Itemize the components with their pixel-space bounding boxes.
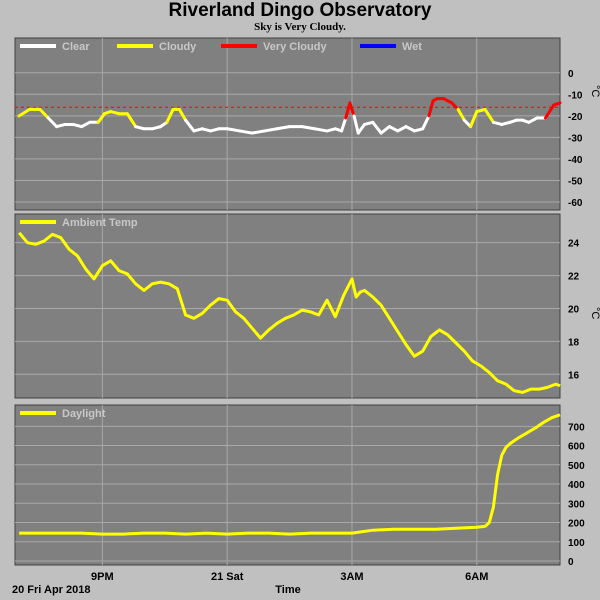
y-axis-unit: °C bbox=[589, 85, 600, 97]
y-tick-label: 24 bbox=[568, 239, 580, 250]
sky-series-segment bbox=[17, 107, 32, 118]
sky-series-segment bbox=[421, 114, 431, 131]
sky-series-segment bbox=[96, 112, 106, 124]
sky-series-segment bbox=[125, 112, 138, 129]
sky-series-segment bbox=[483, 107, 495, 124]
sky-series-segment bbox=[165, 107, 175, 124]
legend-label: Very Cloudy bbox=[263, 41, 327, 53]
sky-series-segment bbox=[442, 97, 454, 105]
sky-series-segment bbox=[543, 103, 556, 120]
sky-series-segment bbox=[275, 125, 292, 131]
y-tick-label: 0 bbox=[568, 69, 574, 80]
legend-label: Ambient Temp bbox=[62, 217, 138, 229]
y-tick-label: -20 bbox=[568, 112, 583, 123]
sky-status-subtitle: Sky is Very Cloudy. bbox=[254, 21, 346, 33]
y-tick-label: 400 bbox=[568, 480, 585, 491]
x-axis-title: Time bbox=[275, 584, 300, 596]
sky-series-segment bbox=[371, 120, 383, 135]
y-tick-label: 300 bbox=[568, 499, 585, 510]
y-tick-label: 600 bbox=[568, 442, 585, 453]
panel-daylight: 700 600 500 400 300 200 100 0 Daylight bbox=[14, 404, 585, 568]
sky-series-segment bbox=[300, 125, 317, 131]
panel-sky: 0 -10 -20 -30 -40 -50 -60 °C Clear Cloudy Very Clo… bbox=[14, 37, 600, 211]
sky-series-segment bbox=[80, 120, 92, 129]
x-tick-label: 21 Sat bbox=[211, 571, 244, 583]
sky-series-segment bbox=[184, 118, 196, 133]
y-tick-label: 20 bbox=[568, 304, 580, 315]
plot-area bbox=[14, 404, 561, 566]
x-tick-label: 9PM bbox=[91, 571, 114, 583]
series-line-daylight bbox=[19, 413, 561, 536]
sky-series-segment bbox=[404, 125, 416, 133]
legend-label: Wet bbox=[402, 41, 422, 53]
x-tick-label: 6AM bbox=[465, 571, 488, 583]
sky-series-segment bbox=[177, 107, 188, 122]
sky-series-segment bbox=[340, 116, 348, 133]
sky-series-segment bbox=[238, 129, 254, 135]
chart-title: Riverland Dingo Observatory bbox=[168, 0, 432, 21]
x-axis-date-label: 20 Fri Apr 2018 bbox=[12, 584, 90, 596]
y-tick-label: -40 bbox=[568, 155, 583, 166]
sky-series-segment bbox=[313, 127, 329, 133]
series-line-ambient bbox=[18, 231, 561, 394]
x-tick-label: 3AM bbox=[340, 571, 363, 583]
legend: Daylight bbox=[20, 408, 106, 420]
sky-series-segment bbox=[427, 99, 435, 118]
plot-area bbox=[14, 37, 561, 211]
y-tick-label: 100 bbox=[568, 538, 585, 549]
sky-series-segment bbox=[46, 116, 59, 129]
sky-series-segment bbox=[396, 125, 408, 133]
sky-series-segment bbox=[263, 127, 279, 133]
sky-series-segment bbox=[456, 107, 466, 122]
sky-series-segment bbox=[250, 129, 267, 135]
plot-area bbox=[14, 213, 561, 399]
sky-series-segment bbox=[387, 125, 400, 133]
y-tick-label: -10 bbox=[568, 90, 583, 101]
y-tick-label: -60 bbox=[568, 198, 583, 209]
chart-panels: 0 -10 -20 -30 -40 -50 -60 °C Clear Cloudy Very Clo… bbox=[14, 37, 600, 583]
sky-series-segment bbox=[348, 101, 356, 118]
y-tick-label: 200 bbox=[568, 519, 585, 530]
sky-series-segment bbox=[352, 114, 360, 135]
legend: Ambient Temp bbox=[20, 217, 138, 229]
y-tick-label: 500 bbox=[568, 461, 585, 472]
y-tick-label: -50 bbox=[568, 176, 583, 187]
y-tick-label: 22 bbox=[568, 272, 580, 283]
sky-series-segment bbox=[356, 122, 366, 135]
y-axis-unit: °C bbox=[589, 307, 600, 319]
y-tick-label: 16 bbox=[568, 370, 580, 381]
y-tick-label: 700 bbox=[568, 422, 585, 433]
sky-series-segment bbox=[527, 116, 539, 124]
legend-label: Cloudy bbox=[159, 41, 197, 53]
sky-series-segment bbox=[552, 101, 562, 107]
legend: Clear Cloudy Very Cloudy Wet bbox=[20, 41, 422, 53]
y-tick-label: -30 bbox=[568, 133, 583, 144]
y-tick-label: 0 bbox=[568, 557, 574, 568]
legend-label: Daylight bbox=[62, 408, 106, 420]
legend-label: Clear bbox=[62, 41, 90, 53]
y-tick-label: 18 bbox=[568, 337, 580, 348]
panel-ambient: 24 22 20 18 16 °C Ambient Temp bbox=[14, 213, 600, 399]
sky-series-segment bbox=[379, 125, 391, 135]
sky-series-segment bbox=[38, 107, 50, 120]
sky-series-segment bbox=[469, 110, 479, 129]
sky-series-segment bbox=[225, 127, 242, 133]
